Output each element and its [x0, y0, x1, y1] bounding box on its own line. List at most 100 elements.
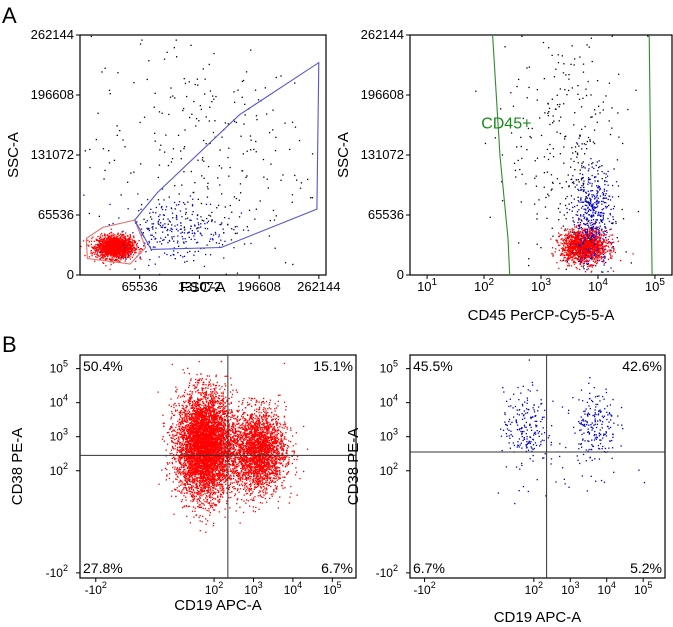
data-point: [578, 209, 580, 211]
data-point: [592, 229, 595, 231]
data-point: [94, 252, 96, 254]
data-point: [167, 223, 169, 225]
data-point: [548, 111, 550, 113]
data-point: [190, 225, 192, 227]
data-point: [167, 218, 169, 220]
data-point: [603, 201, 605, 204]
data-point: [583, 233, 585, 235]
data-point: [578, 219, 580, 221]
data-point: [118, 243, 120, 246]
data-point: [583, 249, 586, 251]
data-point: [120, 246, 122, 248]
data-point: [129, 239, 131, 241]
data-point: [590, 158, 592, 160]
data-point: [550, 189, 552, 191]
data-point: [584, 249, 586, 251]
data-point: [205, 384, 207, 386]
data-point: [107, 237, 109, 239]
data-point: [109, 246, 111, 249]
data-point: [234, 226, 236, 228]
data-point: [611, 257, 613, 259]
data-point: [185, 211, 187, 214]
data-point: [98, 247, 100, 249]
data-point: [591, 239, 593, 241]
data-point: [166, 253, 168, 256]
data-point: [522, 117, 524, 120]
data-point: [148, 227, 150, 230]
data-point: [581, 243, 584, 245]
data-point: [121, 235, 123, 237]
data-point: [592, 235, 594, 237]
data-point: [104, 236, 106, 238]
data-point: [234, 120, 236, 123]
data-point: [242, 170, 244, 172]
data-point: [609, 199, 612, 201]
data-point: [117, 245, 120, 247]
data-point: [131, 250, 133, 252]
data-point: [568, 256, 570, 258]
data-point: [117, 260, 119, 262]
data-point: [578, 189, 580, 192]
data-point: [635, 89, 637, 91]
data-point: [597, 253, 599, 255]
data-point: [608, 241, 610, 243]
data-point: [106, 250, 109, 252]
data-point: [112, 255, 114, 257]
data-point: [574, 244, 576, 246]
data-point: [587, 190, 589, 192]
data-point: [604, 246, 606, 248]
data-point: [590, 116, 592, 118]
data-point: [95, 138, 97, 141]
data-point: [599, 225, 601, 227]
data-point: [578, 181, 580, 183]
data-point: [593, 176, 596, 179]
data-point: [558, 235, 560, 238]
data-point: [597, 190, 599, 193]
data-point: [567, 254, 569, 256]
data-point: [594, 233, 596, 235]
data-point: [108, 240, 110, 243]
data-point: [101, 256, 103, 259]
data-point: [576, 238, 579, 240]
data-point: [582, 258, 584, 260]
data-point: [100, 236, 102, 239]
data-point: [594, 255, 596, 257]
scatter-points: [157, 360, 309, 533]
data-point: [183, 232, 186, 234]
data-point: [583, 189, 585, 191]
data-point: [111, 250, 113, 252]
data-point: [595, 227, 597, 230]
data-point: [94, 253, 96, 255]
data-point: [238, 216, 241, 218]
chart-2: CD45+101 102 103 104 10506553613107219660826…: [335, 27, 673, 324]
data-point: [122, 245, 125, 247]
data-point: [596, 194, 598, 197]
data-point: [584, 125, 586, 128]
data-point: [113, 255, 115, 257]
data-point: [605, 197, 608, 199]
data-point: [599, 188, 601, 190]
data-point: [580, 265, 583, 267]
data-point: [604, 194, 606, 197]
data-point: [122, 252, 124, 255]
data-point: [615, 181, 618, 183]
data-point: [255, 208, 257, 210]
data-point: [582, 248, 584, 250]
data-point: [198, 224, 200, 226]
data-point: [602, 259, 605, 261]
data-point: [275, 215, 277, 217]
data-point: [121, 249, 123, 252]
data-point: [501, 181, 503, 183]
data-point: [607, 184, 609, 186]
data-point: [598, 232, 600, 235]
data-point: [193, 254, 195, 256]
data-point: [521, 173, 523, 175]
data-point: [103, 242, 105, 244]
data-point: [104, 234, 106, 236]
data-point: [584, 251, 587, 253]
data-point: [592, 230, 594, 232]
data-point: [256, 119, 258, 121]
data-point: [585, 191, 587, 193]
data-point: [160, 222, 162, 224]
data-point: [592, 252, 594, 255]
